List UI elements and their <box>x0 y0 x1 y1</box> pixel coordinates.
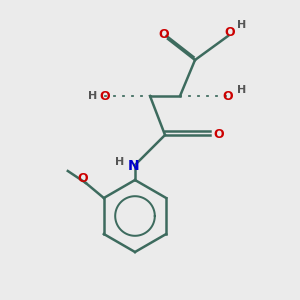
Text: H: H <box>88 91 98 101</box>
Text: O: O <box>100 89 110 103</box>
Text: N: N <box>128 160 139 173</box>
Text: O: O <box>214 128 224 142</box>
Text: O: O <box>223 89 233 103</box>
Text: O: O <box>224 26 235 40</box>
Text: O: O <box>158 28 169 41</box>
Text: H: H <box>116 157 124 167</box>
Text: O: O <box>77 172 88 185</box>
Text: H: H <box>237 85 246 95</box>
Text: H: H <box>237 20 246 31</box>
